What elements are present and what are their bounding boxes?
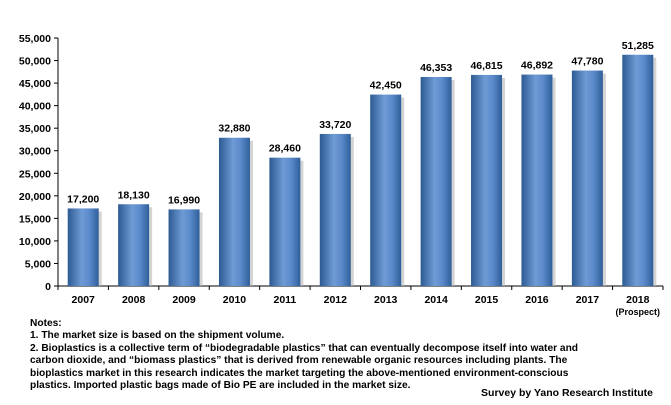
bar (622, 54, 654, 286)
data-label: 46,815 (470, 60, 502, 72)
x-tick-label: 2007 (72, 294, 96, 306)
y-tick-label: 35,000 (19, 123, 51, 135)
bar (67, 208, 99, 286)
y-tick-label: 30,000 (19, 146, 51, 158)
x-tick-sublabel: (Prospect) (616, 307, 661, 317)
bar (420, 76, 452, 286)
y-tick-label: 5,000 (25, 258, 51, 270)
data-label: 47,780 (571, 56, 603, 68)
data-label: 33,720 (319, 119, 351, 131)
y-tick-label: 20,000 (19, 191, 51, 203)
y-tick-label: 0 (45, 281, 51, 293)
bar-chart: 0 5,000 10,000 15,000 20,000 25,000 30,000 35,0… (19, 33, 664, 317)
x-tick-label: 2015 (475, 294, 499, 306)
bar (370, 94, 402, 287)
notes-line-3: carbon dioxide, and “biomass plastics” t… (30, 355, 568, 367)
data-label: 16,990 (168, 194, 200, 206)
bar (118, 204, 150, 286)
bar (521, 74, 553, 286)
notes-line-4: bioplastics market in this research indi… (30, 367, 569, 379)
data-label: 17,200 (67, 193, 99, 205)
bars (67, 54, 657, 287)
data-label: 46,353 (420, 62, 452, 74)
x-tick-label: 2016 (525, 294, 549, 306)
notes-heading: Notes: (30, 318, 62, 329)
data-label: 51,285 (622, 40, 654, 52)
bar (218, 137, 250, 286)
data-label: 32,880 (218, 123, 250, 135)
x-tick-label: 2008 (122, 294, 146, 306)
y-tick-label: 55,000 (19, 33, 51, 45)
labels: 17,200 2007 18,130 2008 16,990 2009 32,880 2010… (67, 40, 660, 317)
data-label: 46,892 (521, 60, 553, 72)
data-label: 28,460 (269, 143, 301, 155)
y-tick-label: 15,000 (19, 213, 51, 225)
y-tick-label: 10,000 (19, 236, 51, 248)
x-tick-label: 2018 (626, 294, 650, 306)
bar (168, 209, 200, 286)
y-tick-label: 40,000 (19, 101, 51, 113)
x-tick-label: 2012 (324, 294, 348, 306)
bar (269, 157, 301, 286)
bar (571, 70, 603, 286)
axes: 0 5,000 10,000 15,000 20,000 25,000 30,000 35,0… (19, 33, 664, 293)
bar (471, 74, 503, 286)
y-tick-label: 25,000 (19, 168, 51, 180)
data-label: 42,450 (370, 80, 402, 92)
bar (319, 133, 351, 286)
y-tick-label: 45,000 (19, 78, 51, 90)
notes-line-2: 2. Bioplastics is a collective term of “… (30, 342, 579, 354)
notes-line-1: 1. The market size is based on the shipm… (30, 330, 285, 342)
x-tick-label: 2009 (172, 294, 196, 306)
x-tick-label: 2013 (374, 294, 398, 306)
x-tick-label: 2010 (223, 294, 247, 306)
x-tick-label: 2014 (424, 294, 448, 306)
notes-block: Notes: 1. The market size is based on th… (30, 318, 660, 392)
x-tick-label: 2017 (576, 294, 600, 306)
notes-line-5: plastics. Imported plastic bags made of … (30, 380, 411, 392)
y-tick-label: 50,000 (19, 56, 51, 68)
x-tick-label: 2011 (273, 294, 296, 306)
data-label: 18,130 (118, 189, 150, 201)
source-credit: Survey by Yano Research Institute (481, 387, 653, 399)
